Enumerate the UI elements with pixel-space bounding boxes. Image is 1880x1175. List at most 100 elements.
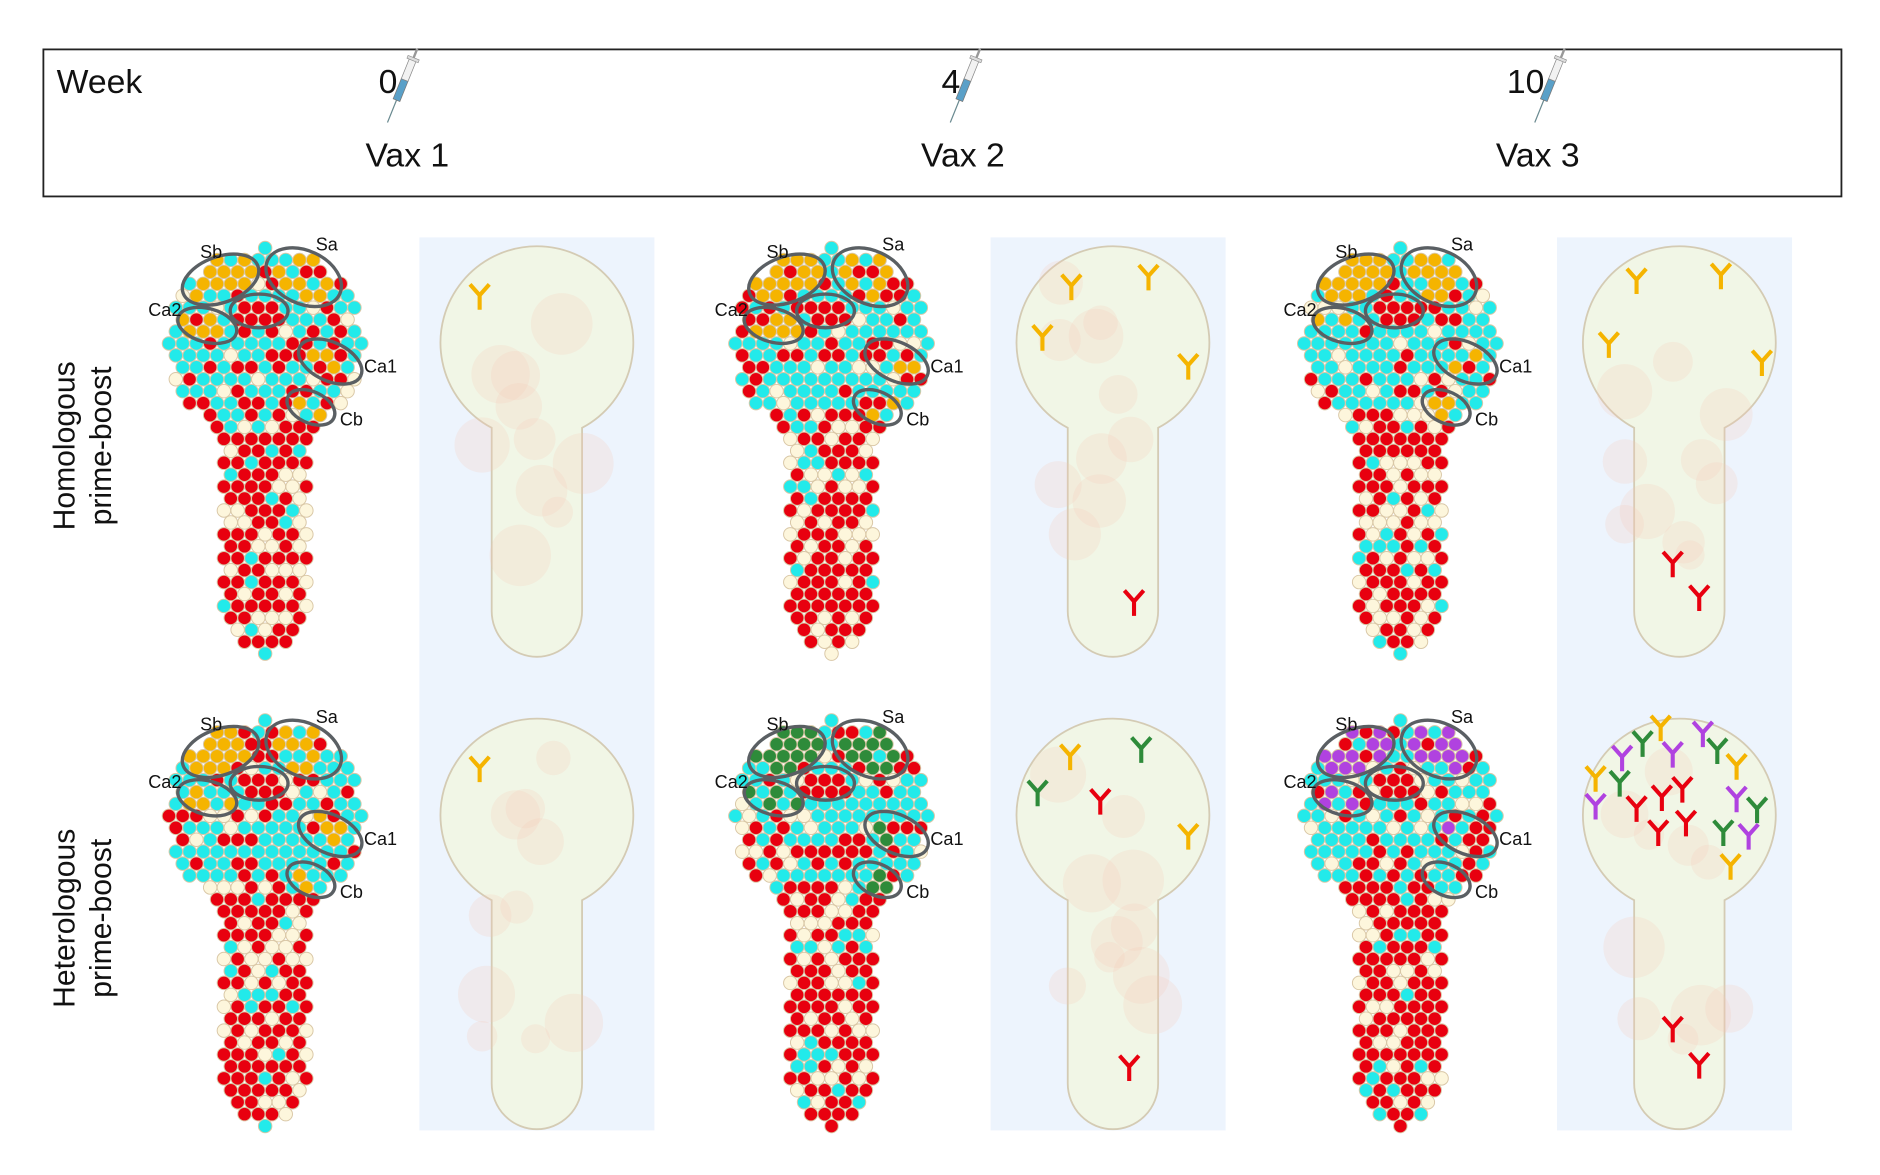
residue: [257, 598, 273, 614]
residue: [244, 312, 259, 327]
residue: [844, 1011, 860, 1026]
residue: [1386, 1083, 1401, 1098]
residue: [1372, 1106, 1387, 1122]
residue: [1393, 999, 1408, 1014]
residue: [257, 832, 273, 847]
residue: [1406, 598, 1422, 614]
epitope-label-ca2: Ca2: [148, 300, 181, 320]
residue: [789, 820, 805, 836]
residue: [257, 1094, 273, 1110]
residue: [340, 312, 355, 327]
residue: [810, 598, 826, 614]
residue: [872, 868, 887, 883]
residue: [1441, 748, 1456, 764]
residue: [796, 550, 812, 566]
epitope-cb-outline: [1420, 387, 1472, 427]
residue: [237, 1035, 252, 1050]
residue: [844, 1035, 860, 1050]
residue: [803, 963, 819, 979]
residue: [906, 288, 922, 303]
epitope-label-sa: Sa: [1451, 707, 1474, 727]
residue: [237, 443, 252, 459]
residue: [1399, 939, 1415, 955]
residue: [299, 312, 314, 327]
residue: [776, 419, 791, 435]
residue: [340, 383, 355, 399]
ghost-blob: [1619, 483, 1675, 540]
ghost-blob: [1094, 941, 1125, 973]
residue: [340, 832, 355, 847]
residue: [1448, 880, 1463, 895]
residue: [278, 467, 293, 482]
residue: [244, 1047, 259, 1062]
residue: [1338, 880, 1353, 895]
residue: [305, 348, 321, 363]
residue: [223, 443, 239, 459]
residue: [810, 383, 826, 399]
epitope-ca2-outline: [176, 305, 239, 346]
residue: [1448, 760, 1463, 776]
residue: [851, 527, 867, 542]
residue: [216, 503, 232, 518]
residue: [893, 784, 908, 800]
residue: [223, 963, 239, 979]
residue: [1358, 515, 1374, 530]
residue: [831, 963, 846, 979]
residue: [264, 844, 280, 859]
residue: [824, 904, 839, 919]
residue: [906, 856, 922, 871]
residue: [1379, 360, 1394, 375]
antibody-icon: [1122, 589, 1146, 616]
residue: [244, 1023, 259, 1038]
residue: [175, 383, 190, 399]
residue: [1406, 527, 1422, 542]
residue: [251, 348, 266, 363]
residue: [1351, 856, 1367, 871]
residue: [285, 527, 300, 542]
residue: [899, 868, 915, 883]
residue: [769, 312, 784, 327]
residue: [1393, 455, 1408, 471]
residue: [1413, 892, 1429, 907]
ghost-blob: [457, 965, 516, 1023]
residue: [1358, 963, 1374, 979]
residue: [1399, 515, 1415, 530]
residue: [1393, 574, 1408, 590]
residue: [271, 1071, 287, 1086]
residue: [216, 407, 232, 423]
residue: [312, 880, 328, 895]
residue: [264, 443, 280, 459]
residue: [1386, 610, 1401, 626]
residue: [1372, 868, 1387, 883]
residue: [216, 999, 232, 1014]
residue: [851, 927, 867, 943]
residue: [292, 1011, 307, 1026]
residue: [728, 808, 743, 824]
residue: [1372, 300, 1387, 315]
residue: [264, 892, 280, 907]
residue: [257, 646, 273, 661]
residue: [1379, 951, 1394, 967]
residue: [1379, 479, 1394, 494]
residue: [810, 1047, 826, 1062]
residue: [824, 240, 839, 256]
residue: [292, 491, 307, 506]
residue: [851, 264, 867, 280]
residue: [1475, 312, 1491, 327]
residue: [1345, 868, 1360, 883]
residue: [1303, 348, 1319, 363]
residue: [244, 336, 259, 351]
epitope-label-sb: Sb: [1335, 242, 1357, 262]
residue: [1365, 999, 1381, 1014]
residue: [1351, 574, 1367, 590]
residue: [748, 820, 764, 836]
residue: [796, 407, 812, 423]
dose-label: Vax 3: [1496, 136, 1580, 174]
ghost-blob: [1675, 540, 1705, 570]
residue: [831, 419, 846, 435]
residue: [789, 1035, 805, 1050]
residue: [1475, 832, 1491, 847]
residue: [1413, 939, 1429, 955]
residue: [1386, 868, 1401, 883]
residue: [810, 550, 826, 566]
